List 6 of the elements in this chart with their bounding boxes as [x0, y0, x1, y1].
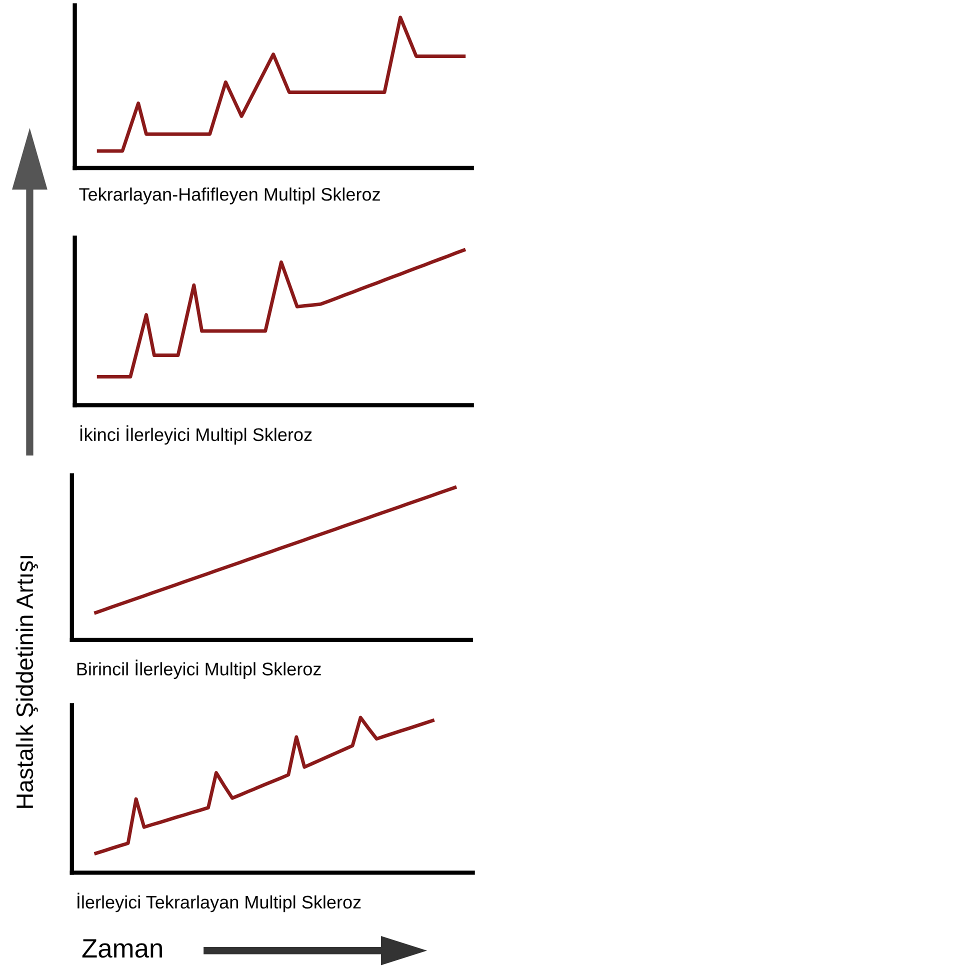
text: Hastalık Şiddetinin Artışı	[16, 556, 38, 808]
x-axis-title: Zaman	[82, 939, 162, 958]
text: İlerleyici Tekrarlayan Multipl Skleroz	[78, 892, 361, 912]
text: Tekrarlayan-Hafifleyen Multipl Skleroz	[79, 188, 380, 204]
text: İkinci İlerleyici Multipl Skleroz	[80, 425, 312, 445]
text: Birincil İlerleyici Multipl Skleroz	[77, 660, 321, 680]
